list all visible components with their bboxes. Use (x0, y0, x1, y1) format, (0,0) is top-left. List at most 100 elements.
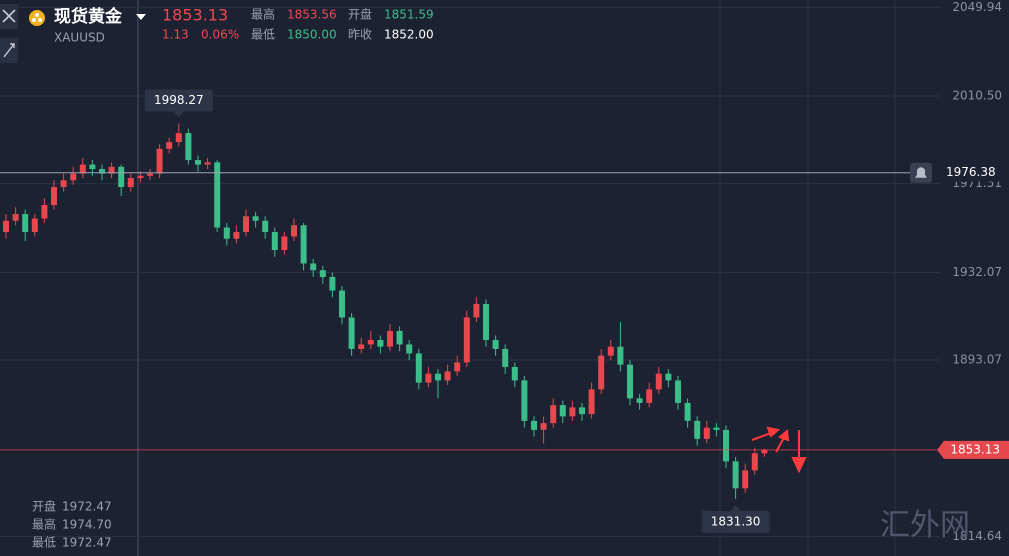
candle-body (12, 214, 19, 221)
candle-body (435, 373, 441, 381)
candle-body (761, 449, 768, 454)
info-value: 1972.47 (62, 500, 112, 514)
y-tick-label: 1814.64 (952, 529, 1002, 543)
gold-icon-dot (32, 18, 36, 22)
last-price: 1853.13 (162, 6, 228, 25)
gold-icon-dot (38, 18, 42, 22)
extreme-marker-pointer (730, 504, 741, 511)
candle-body (185, 133, 192, 161)
candle-body (127, 178, 134, 188)
candle-body (655, 373, 662, 390)
info-label: 开盘 (32, 499, 56, 514)
close-icon (2, 9, 16, 23)
candle-body (579, 407, 585, 415)
stat-label: 昨收 (348, 28, 372, 42)
price-tag-label: 1853.13 (950, 442, 1000, 456)
candle-body (598, 355, 605, 390)
candle-body (742, 470, 749, 489)
info-label: 最高 (32, 517, 56, 532)
candle-body (319, 270, 326, 277)
candle-body (665, 373, 672, 381)
candle-body (89, 164, 96, 170)
y-tick-label: 2010.50 (952, 89, 1002, 103)
candle-body (118, 166, 125, 188)
candle-body (175, 133, 182, 143)
candle-body (531, 420, 537, 430)
candle-body (694, 420, 701, 439)
info-label: 最低 (32, 536, 56, 550)
candle-body (31, 218, 38, 233)
info-value: 1974.70 (62, 518, 112, 532)
symbol: XAUUSD (54, 31, 105, 45)
candle-body (550, 405, 557, 424)
candle-body (617, 346, 624, 365)
instrument-title[interactable]: 现货黄金 (54, 6, 123, 27)
candle-body (675, 380, 681, 403)
candle-body (137, 175, 144, 179)
stat-value: 1853.56 (287, 8, 337, 22)
candle-body (262, 220, 269, 233)
candle-body (99, 169, 105, 174)
candle-body (166, 142, 173, 149)
candle-body (41, 205, 48, 219)
candle-body (339, 290, 345, 318)
watermark: 汇外网 (880, 508, 970, 543)
extreme-marker-pointer (173, 111, 184, 118)
price-change: 1.13 (162, 28, 189, 42)
candle-body (22, 214, 29, 233)
candle-body (243, 216, 249, 233)
alert-bell (915, 167, 927, 178)
extreme-marker-label: 1831.30 (711, 514, 761, 528)
candle-body (358, 344, 365, 349)
y-tick-label: 2049.94 (952, 0, 1002, 14)
candle-body (329, 276, 336, 291)
candle-body (473, 303, 480, 318)
y-tick-label: 1893.07 (952, 353, 1002, 367)
price-change-pct: 0.06% (201, 28, 239, 42)
candle-body (214, 162, 221, 228)
candle-body (540, 423, 547, 430)
dropdown-caret[interactable] (136, 14, 146, 20)
candle-body (636, 398, 643, 403)
candle-body (291, 225, 297, 237)
candle-body (415, 353, 422, 383)
candle-body (252, 216, 259, 221)
candle-body (751, 453, 758, 471)
candle-body (51, 187, 57, 206)
alert-label-box (936, 163, 1009, 182)
candle-body (223, 227, 230, 239)
gold-icon-dot (35, 13, 39, 17)
candle-body (559, 405, 566, 417)
candle-body (233, 232, 240, 239)
arrow-head (791, 457, 807, 474)
candle-body (492, 339, 499, 349)
price-tag (937, 440, 1009, 459)
trend-arrows (751, 426, 807, 474)
y-tick-label: 1932.07 (952, 265, 1002, 279)
candle-body (367, 339, 374, 345)
stat-label: 最高 (251, 7, 275, 22)
candle-body (627, 364, 633, 399)
candle-body (156, 148, 163, 174)
candle-body (425, 373, 432, 383)
candle-body (732, 461, 739, 489)
candle-body (521, 380, 528, 421)
candle-body (147, 173, 153, 176)
candle-body (204, 162, 211, 165)
candle-body (569, 407, 576, 417)
candle-body (684, 402, 691, 421)
gold-icon (29, 10, 45, 26)
extreme-marker-box (701, 510, 770, 533)
candle-body (502, 348, 509, 367)
extreme-marker-label: 1998.27 (154, 93, 204, 107)
candle-body (79, 164, 86, 174)
stat-label: 开盘 (348, 7, 372, 22)
candle-body (60, 180, 67, 188)
candle-body (483, 303, 489, 340)
tool-icon (3, 43, 15, 58)
candle-body (607, 346, 614, 356)
candle-body (463, 317, 470, 363)
candle-body (195, 160, 201, 165)
